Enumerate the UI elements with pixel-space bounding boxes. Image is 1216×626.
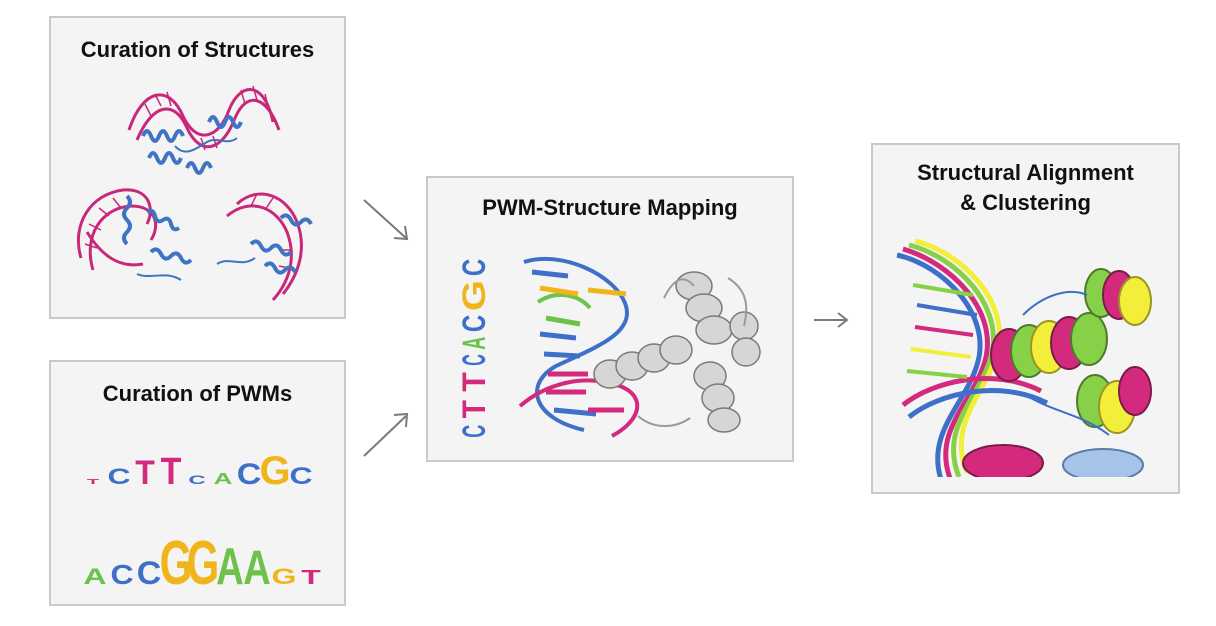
logo-letter: A bbox=[216, 537, 243, 595]
logo-letter: G bbox=[259, 449, 290, 493]
arrow-structures-to-mapping bbox=[363, 199, 409, 241]
logo-letter: T bbox=[301, 566, 321, 588]
logo-letter: C bbox=[137, 555, 162, 591]
logo-letter: C bbox=[110, 560, 133, 591]
arrow-mapping-to-alignment bbox=[814, 312, 849, 328]
logo-letter: G bbox=[160, 529, 193, 598]
vertical-logo-letter: C bbox=[456, 425, 493, 438]
vertical-logo-letter: C bbox=[456, 315, 492, 332]
logo-letter: G bbox=[272, 564, 297, 589]
logo-letter: T bbox=[87, 478, 100, 486]
logo-letter: A bbox=[243, 542, 270, 595]
vertical-logo-letter: G bbox=[456, 280, 492, 311]
vertical-logo-letter: C bbox=[456, 259, 492, 276]
logo-letter: C bbox=[289, 462, 312, 489]
sequence-logo-1: T C T T C A CGC bbox=[87, 449, 313, 493]
panel-title-mapping: PWM-Structure Mapping bbox=[482, 195, 738, 220]
arrow-pwms-to-mapping bbox=[363, 412, 409, 457]
panel-title-pwms: Curation of PWMs bbox=[102, 381, 293, 406]
logo-letter: A bbox=[83, 564, 106, 589]
dna-protein-structures-image bbox=[76, 85, 313, 301]
logo-letter: T bbox=[161, 449, 182, 492]
vertical-logo-letter: T bbox=[456, 372, 492, 392]
vertical-logo-letter: A bbox=[456, 337, 493, 350]
panel-title-alignment-line2: & Clustering bbox=[960, 190, 1091, 215]
logo-letter: G bbox=[187, 529, 220, 598]
panel-structural-alignment: Structural Alignment & Clustering bbox=[871, 143, 1180, 494]
vertical-logo-letter: T bbox=[456, 400, 492, 418]
logo-letter: C bbox=[237, 457, 262, 491]
logo-letter: C bbox=[188, 474, 206, 487]
panel-title-structures: Curation of Structures bbox=[80, 37, 315, 62]
panel-curation-of-structures: Curation of Structures bbox=[49, 16, 346, 319]
logo-letter: C bbox=[107, 464, 130, 489]
panel-title-alignment-line1: Structural Alignment bbox=[917, 160, 1134, 185]
aligned-structures-image bbox=[896, 239, 1152, 477]
logo-letter: T bbox=[135, 453, 155, 491]
vertical-logo-letter: C bbox=[457, 354, 492, 366]
logo-letter: A bbox=[214, 469, 233, 488]
